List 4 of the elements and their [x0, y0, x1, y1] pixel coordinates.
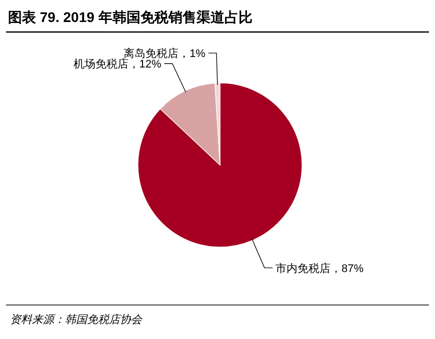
chart-title: 图表 79. 2019 年韩国免税销售渠道占比: [8, 9, 252, 25]
slice-label: 机场免税店，12%: [73, 58, 162, 71]
slice-label: 市内免税店，87%: [275, 262, 364, 275]
text: 资料来源：韩国免税店协会: [10, 313, 143, 326]
